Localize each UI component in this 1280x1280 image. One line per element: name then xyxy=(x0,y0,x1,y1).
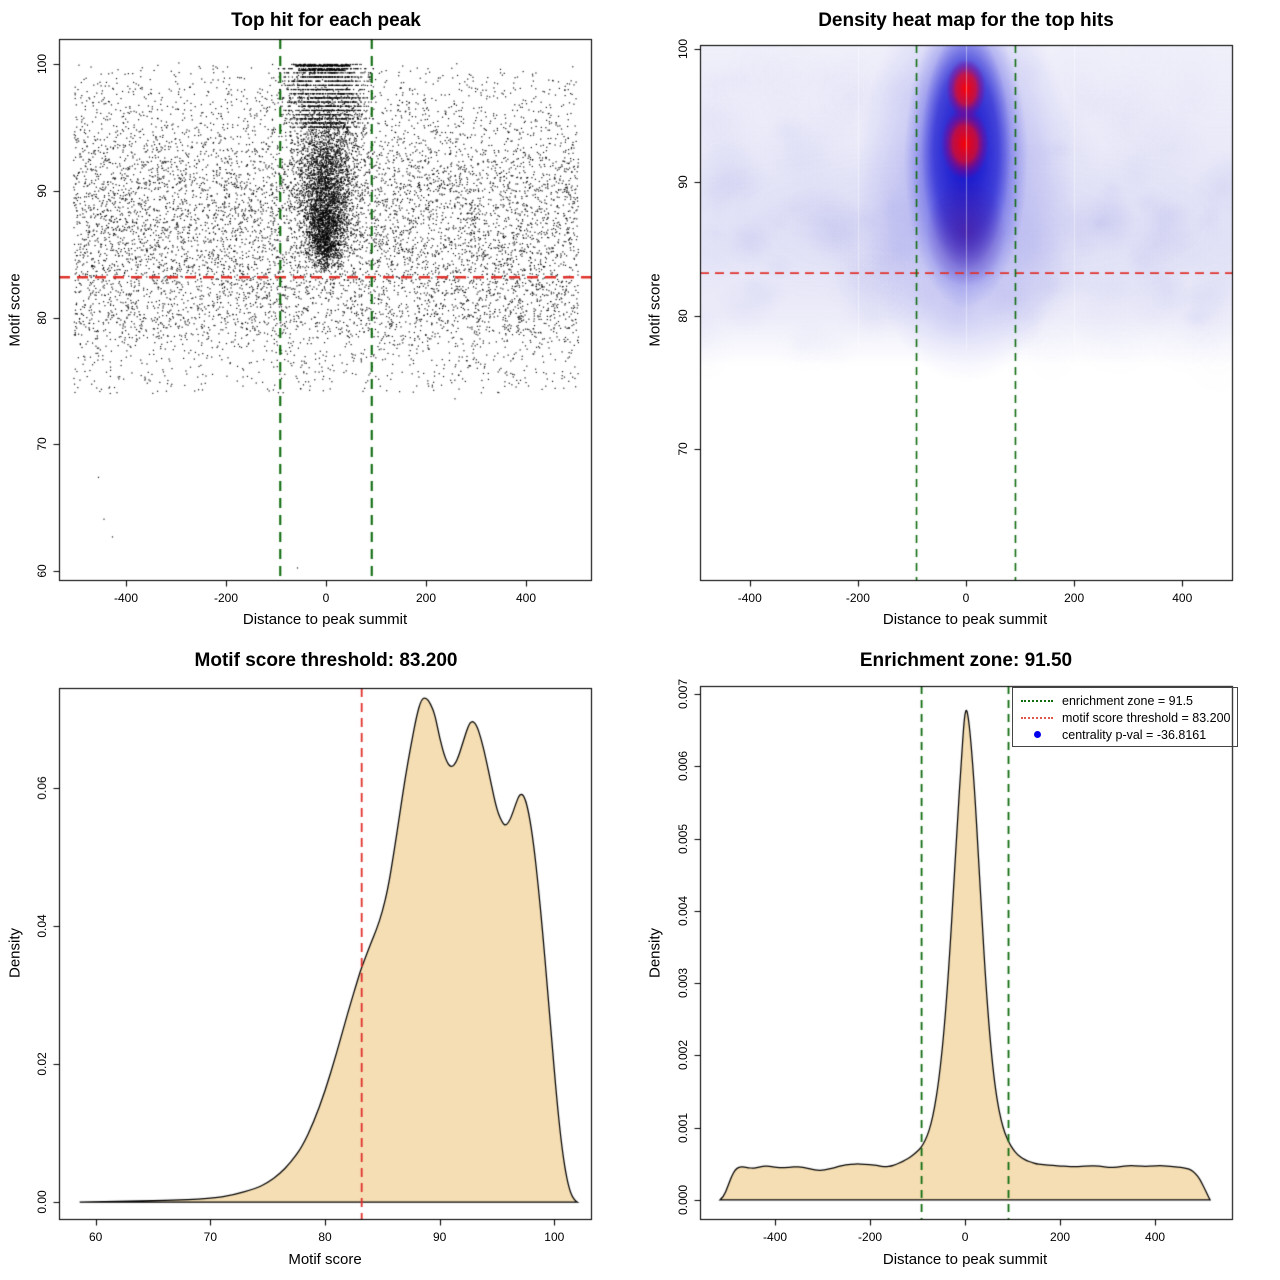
y-axis-label: Motif score xyxy=(646,273,664,347)
red-dotted-line-icon xyxy=(1021,716,1053,719)
x-tick-label: -400 xyxy=(737,591,762,605)
y-tick-label: 80 xyxy=(676,309,690,323)
legend-item-enrichment-zone: enrichment zone = 91.5 xyxy=(1013,692,1237,709)
panel-title: Top hit for each peak xyxy=(231,10,421,31)
x-axis-label: Motif score xyxy=(288,1251,362,1268)
legend-item-centrality-pval: centrality p-val = -36.8161 xyxy=(1013,726,1237,743)
panel-motif-score-density: Motif score threshold: 83.200 Motif scor… xyxy=(0,640,640,1280)
y-tick-label: 90 xyxy=(676,175,690,190)
x-tick-label: 200 xyxy=(415,591,437,605)
x-tick-label: 100 xyxy=(544,1230,565,1244)
legend-label: motif score threshold = 83.200 xyxy=(1062,710,1231,725)
y-tick-label: 0.003 xyxy=(676,968,690,999)
panel-title: Motif score threshold: 83.200 xyxy=(194,650,458,671)
y-axis-label: Motif score xyxy=(6,273,24,347)
x-tick-label: 400 xyxy=(1145,1230,1166,1244)
x-axis-label: Distance to peak summit xyxy=(242,611,408,628)
y-tick-label: 0.005 xyxy=(676,823,690,854)
y-axis-label: Density xyxy=(646,927,664,979)
y-tick-label: 70 xyxy=(35,437,49,452)
x-tick-label: -200 xyxy=(858,1230,883,1244)
y-tick-label: 0.006 xyxy=(676,751,690,782)
x-tick-label: 400 xyxy=(515,591,537,605)
green-dotted-line-icon xyxy=(1021,699,1053,702)
x-tick-label: 200 xyxy=(1064,591,1085,605)
x-tick-label: 70 xyxy=(203,1230,218,1244)
y-tick-label: 0.002 xyxy=(676,1040,690,1071)
y-tick-label: 0.001 xyxy=(676,1112,690,1143)
x-tick-label: 0 xyxy=(322,591,330,605)
heatmap-plot-canvas xyxy=(640,0,1280,640)
y-axis-label: Density xyxy=(6,927,24,979)
panel-density-heatmap: Density heat map for the top hits Distan… xyxy=(640,0,1280,640)
x-tick-label: 0 xyxy=(961,1230,969,1244)
y-tick-label: 0.000 xyxy=(676,1184,690,1215)
x-axis-label: Distance to peak summit xyxy=(882,611,1048,628)
panel-enrichment-zone-density: Enrichment zone: 91.50 Distance to peak … xyxy=(640,640,1280,1280)
panel-top-hit-scatter: Top hit for each peak Distance to peak s… xyxy=(0,0,640,640)
legend-label: centrality p-val = -36.8161 xyxy=(1062,727,1207,742)
y-tick-label: 70 xyxy=(676,442,690,456)
y-tick-label: 80 xyxy=(35,311,49,325)
x-tick-label: -200 xyxy=(845,591,870,605)
panel-title: Enrichment zone: 91.50 xyxy=(859,650,1073,671)
x-tick-label: -200 xyxy=(213,591,239,605)
x-axis-label: Distance to peak summit xyxy=(882,1251,1048,1268)
y-tick-label: 0.00 xyxy=(35,1190,49,1214)
legend: enrichment zone = 91.5 motif score thres… xyxy=(1012,687,1238,747)
x-tick-label: 200 xyxy=(1050,1230,1071,1244)
y-tick-label: 100 xyxy=(676,38,690,60)
scatter-plot-canvas xyxy=(0,0,640,640)
legend-item-motif-threshold: motif score threshold = 83.200 xyxy=(1013,709,1237,726)
x-tick-label: -400 xyxy=(113,591,139,605)
x-tick-label: 400 xyxy=(1172,591,1193,605)
panel-title: Density heat map for the top hits xyxy=(818,10,1114,31)
x-tick-label: 80 xyxy=(318,1230,332,1244)
y-tick-label: 100 xyxy=(35,54,49,75)
y-tick-label: 60 xyxy=(35,564,49,578)
y-tick-label: 0.02 xyxy=(35,1052,49,1076)
x-tick-label: -400 xyxy=(763,1230,788,1244)
x-tick-label: 0 xyxy=(962,591,970,605)
legend-label: enrichment zone = 91.5 xyxy=(1062,693,1193,708)
y-tick-label: 0.04 xyxy=(35,914,49,938)
y-tick-label: 0.007 xyxy=(676,678,690,709)
blue-dot-icon xyxy=(1021,731,1053,738)
y-tick-label: 90 xyxy=(35,184,49,198)
x-tick-label: 90 xyxy=(432,1230,447,1244)
y-tick-label: 0.06 xyxy=(35,776,49,800)
score-density-plot-canvas xyxy=(0,640,640,1280)
x-tick-label: 60 xyxy=(89,1230,103,1244)
y-tick-label: 0.004 xyxy=(676,895,690,926)
